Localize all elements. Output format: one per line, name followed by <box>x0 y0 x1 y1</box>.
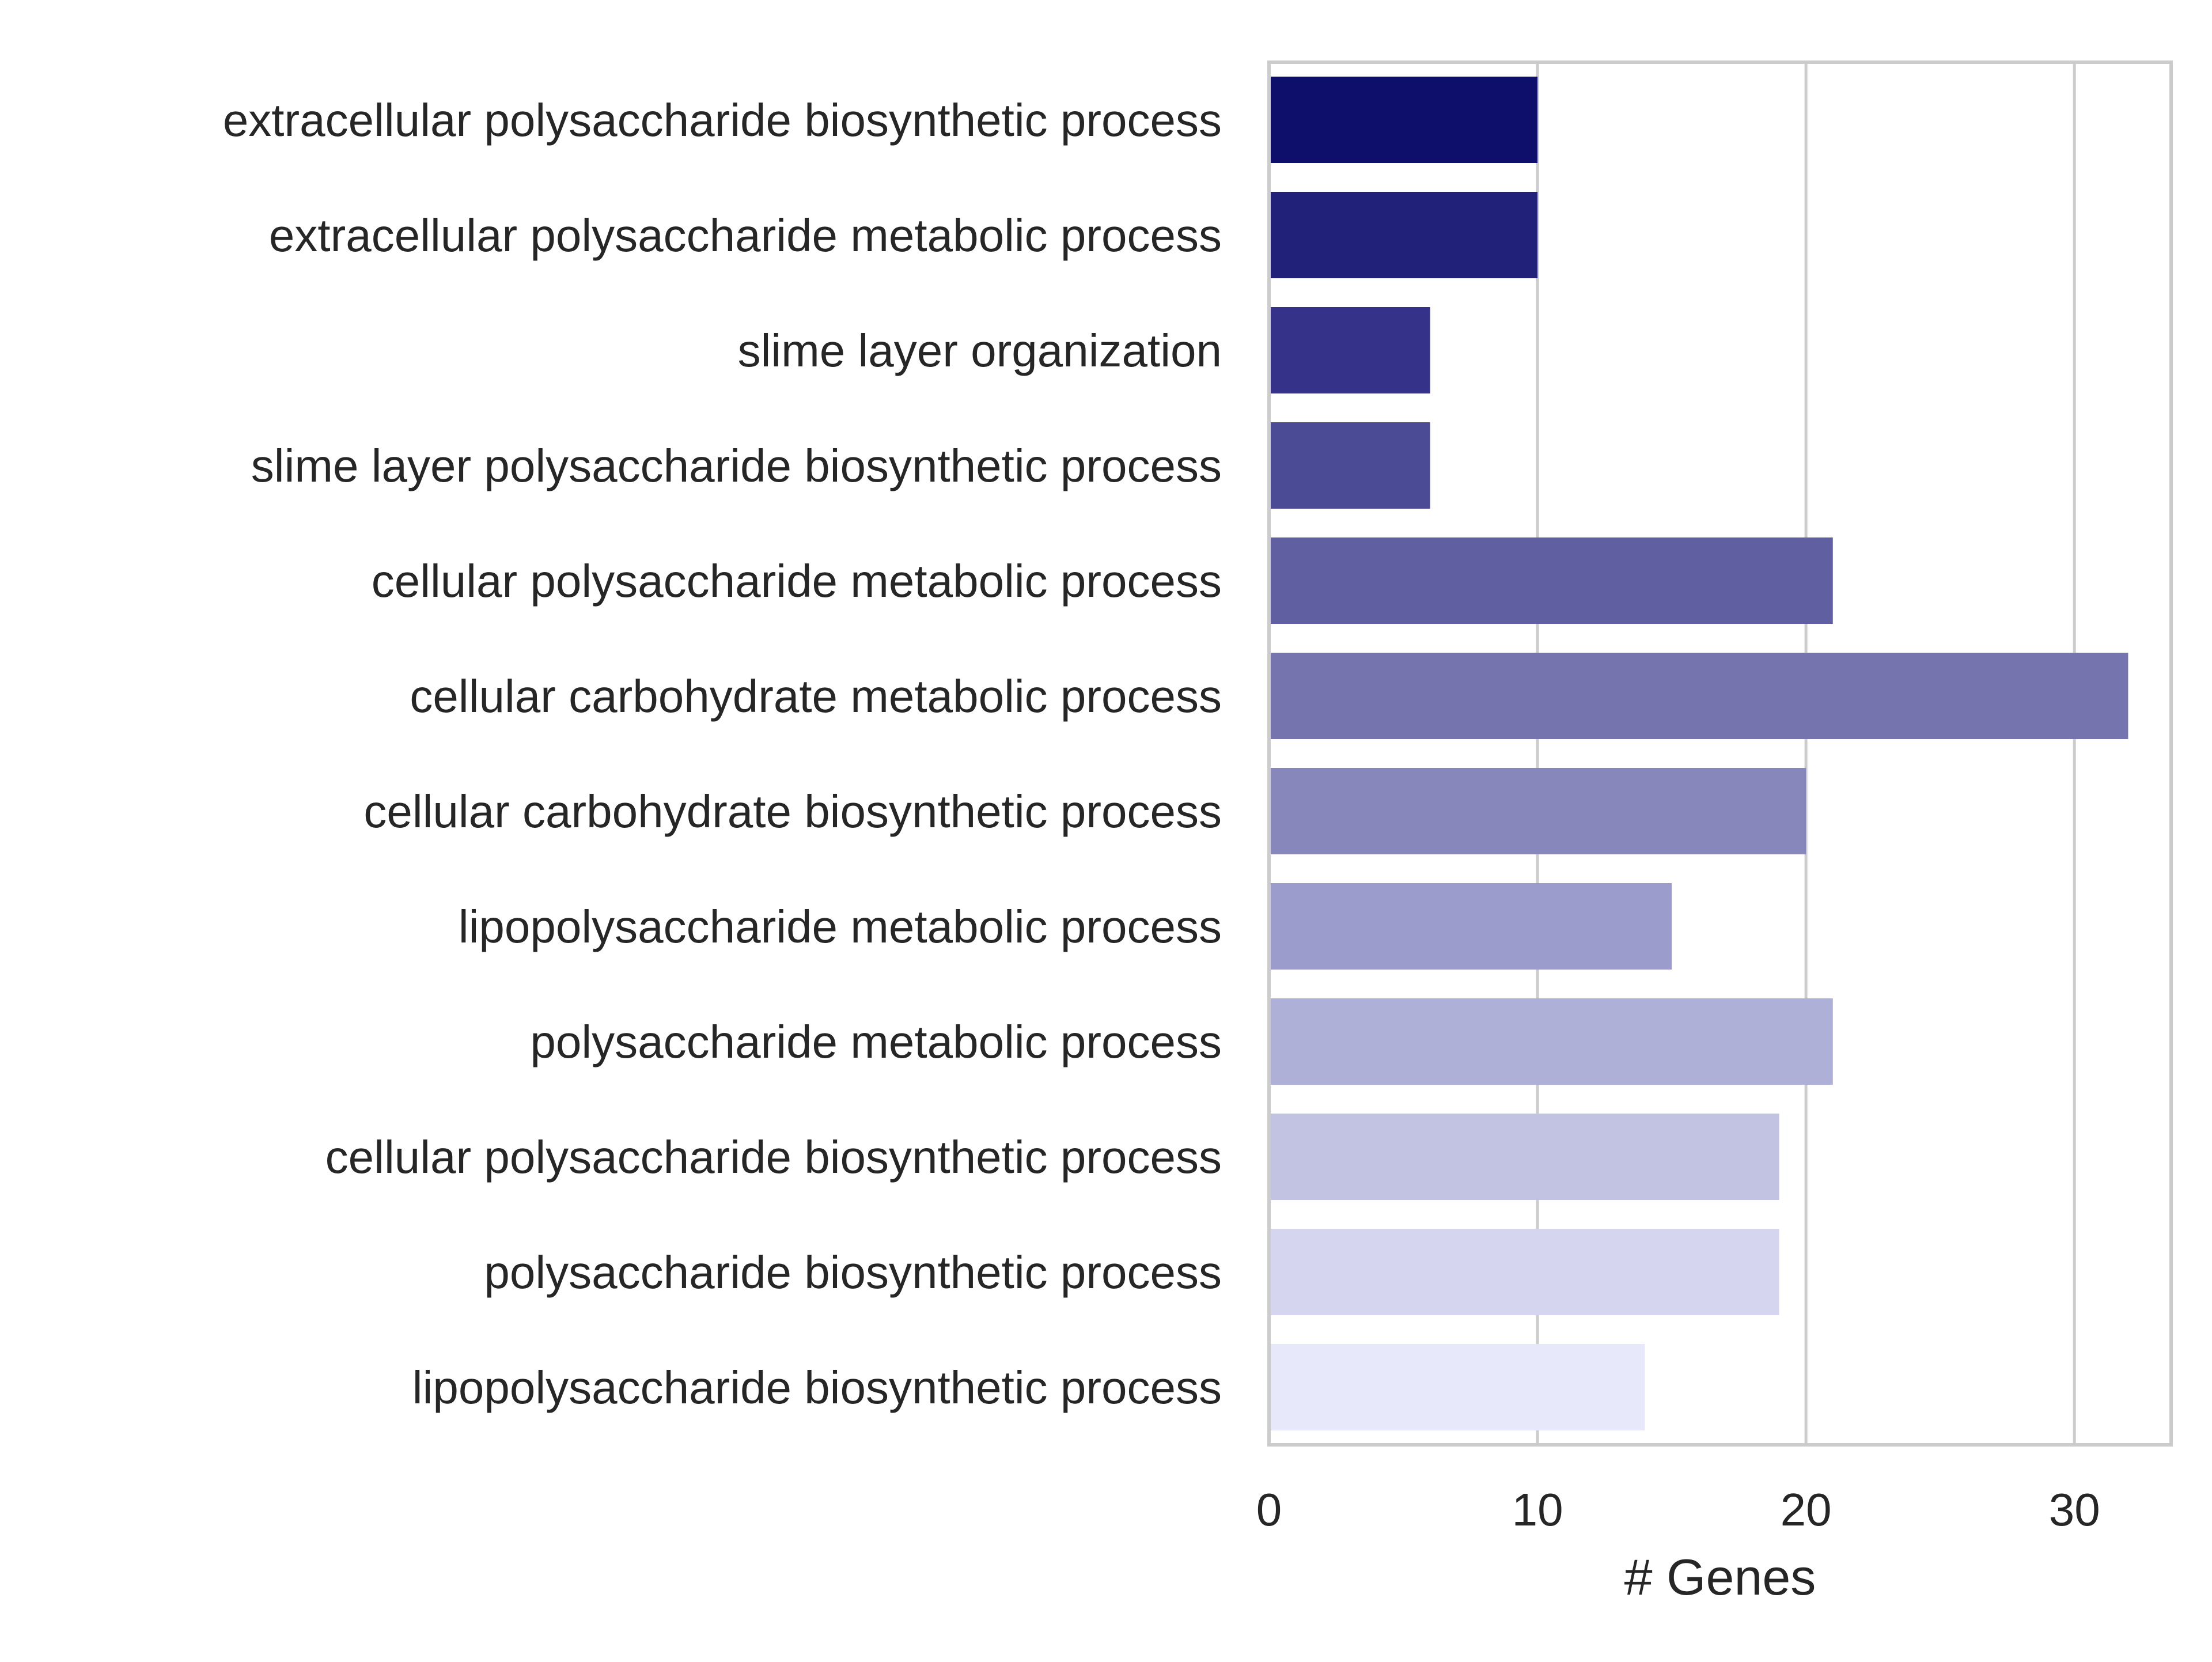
bar <box>1269 192 1538 278</box>
bar <box>1269 883 1672 970</box>
category-label: extracellular polysaccharide metabolic p… <box>269 210 1222 261</box>
x-tick-label: 10 <box>1512 1484 1563 1535</box>
category-label: cellular polysaccharide metabolic proces… <box>372 555 1222 607</box>
category-label: lipopolysaccharide metabolic process <box>459 901 1222 952</box>
bar <box>1269 768 1806 854</box>
x-tick-labels: 0 10 20 30 <box>1256 1484 2100 1535</box>
bar <box>1269 77 1538 163</box>
bar <box>1269 653 2128 739</box>
bar <box>1269 537 1833 624</box>
bar <box>1269 1344 1645 1430</box>
bar <box>1269 1229 1779 1315</box>
plot-frame <box>1267 60 2173 1447</box>
category-label: slime layer organization <box>738 325 1222 376</box>
x-tick-label: 30 <box>2049 1484 2100 1535</box>
bar <box>1269 422 1430 509</box>
bar <box>1269 307 1430 393</box>
category-labels: extracellular polysaccharide biosyntheti… <box>223 94 1222 1413</box>
plot-border <box>1267 60 2173 1447</box>
category-label: slime layer polysaccharide biosynthetic … <box>251 440 1222 491</box>
category-label: polysaccharide biosynthetic process <box>484 1247 1222 1298</box>
category-label: lipopolysaccharide biosynthetic process <box>412 1362 1222 1413</box>
x-tick-label: 0 <box>1256 1484 1282 1535</box>
category-label: cellular carbohydrate biosynthetic proce… <box>363 786 1222 837</box>
bar <box>1269 1114 1779 1200</box>
x-axis-title: # Genes <box>1624 1549 1816 1606</box>
category-label: polysaccharide metabolic process <box>530 1016 1222 1067</box>
category-label: cellular polysaccharide biosynthetic pro… <box>325 1131 1222 1183</box>
gridlines <box>1536 62 2076 1445</box>
category-label: extracellular polysaccharide biosyntheti… <box>223 94 1222 146</box>
bar <box>1269 998 1833 1085</box>
x-tick-label: 20 <box>1781 1484 1832 1535</box>
bars <box>1269 77 2128 1430</box>
category-label: cellular carbohydrate metabolic process <box>410 671 1222 722</box>
